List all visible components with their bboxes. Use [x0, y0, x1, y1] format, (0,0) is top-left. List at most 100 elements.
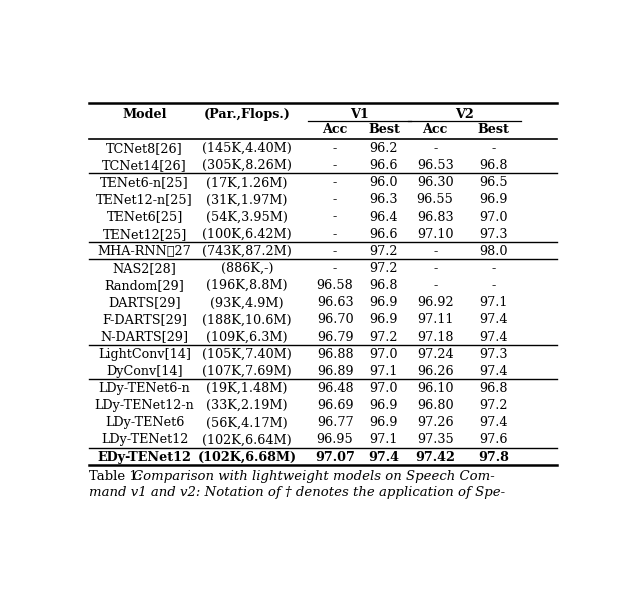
Text: 96.53: 96.53: [417, 159, 454, 172]
Text: 97.2: 97.2: [370, 331, 398, 344]
Text: 97.2: 97.2: [479, 399, 508, 412]
Text: 97.4: 97.4: [479, 416, 508, 429]
Text: 96.5: 96.5: [479, 176, 508, 189]
Text: V1: V1: [350, 108, 369, 121]
Text: LDy-TENet6: LDy-TENet6: [105, 416, 185, 429]
Text: (33K,2.19M): (33K,2.19M): [207, 399, 288, 412]
Text: 96.79: 96.79: [317, 331, 353, 344]
Text: 97.1: 97.1: [370, 433, 398, 447]
Text: -: -: [491, 142, 496, 155]
Text: Acc: Acc: [423, 123, 448, 136]
Text: (19K,1.48M): (19K,1.48M): [207, 382, 288, 395]
Text: 97.4: 97.4: [479, 313, 508, 327]
Text: 97.24: 97.24: [417, 348, 454, 361]
Text: TENet6-n[25]: TENet6-n[25]: [100, 176, 189, 189]
Text: 97.11: 97.11: [417, 313, 454, 327]
Text: (109K,6.3M): (109K,6.3M): [207, 331, 288, 344]
Text: 96.92: 96.92: [417, 296, 454, 309]
Text: 96.70: 96.70: [317, 313, 353, 327]
Text: (102K,6.64M): (102K,6.64M): [202, 433, 292, 447]
Text: 96.9: 96.9: [370, 296, 398, 309]
Text: 97.3: 97.3: [479, 228, 508, 241]
Text: N-DARTS[29]: N-DARTS[29]: [101, 331, 189, 344]
Text: (305K,8.26M): (305K,8.26M): [202, 159, 292, 172]
Text: (100K,6.42M): (100K,6.42M): [202, 228, 292, 241]
Text: -: -: [333, 262, 337, 275]
Text: 97.3: 97.3: [479, 348, 508, 361]
Text: -: -: [433, 262, 437, 275]
Text: 97.6: 97.6: [479, 433, 508, 447]
Text: 96.9: 96.9: [370, 313, 398, 327]
Text: LightConv[14]: LightConv[14]: [98, 348, 191, 361]
Text: (196K,8.8M): (196K,8.8M): [207, 279, 288, 292]
Text: 97.1: 97.1: [479, 296, 508, 309]
Text: -: -: [333, 193, 337, 207]
Text: (145K,4.40M): (145K,4.40M): [202, 142, 292, 155]
Text: 97.18: 97.18: [417, 331, 454, 344]
Text: 96.83: 96.83: [417, 210, 454, 224]
Text: Acc: Acc: [323, 123, 348, 136]
Text: Random[29]: Random[29]: [105, 279, 185, 292]
Text: 96.69: 96.69: [317, 399, 353, 412]
Text: 97.2: 97.2: [370, 262, 398, 275]
Text: 97.26: 97.26: [417, 416, 454, 429]
Text: TENet6[25]: TENet6[25]: [106, 210, 183, 224]
Text: 97.10: 97.10: [417, 228, 454, 241]
Text: 96.3: 96.3: [370, 193, 398, 207]
Text: 97.0: 97.0: [479, 210, 508, 224]
Text: 97.4: 97.4: [479, 365, 508, 378]
Text: 97.8: 97.8: [478, 451, 509, 464]
Text: 97.0: 97.0: [370, 348, 398, 361]
Text: DARTS[29]: DARTS[29]: [108, 296, 181, 309]
Text: 97.1: 97.1: [370, 365, 398, 378]
Text: TENet12[25]: TENet12[25]: [103, 228, 187, 241]
Text: (105K,7.40M): (105K,7.40M): [202, 348, 292, 361]
Text: 97.42: 97.42: [415, 451, 455, 464]
Text: 97.07: 97.07: [315, 451, 355, 464]
Text: (102K,6.68M): (102K,6.68M): [198, 451, 297, 464]
Text: 96.9: 96.9: [479, 193, 508, 207]
Text: 96.48: 96.48: [317, 382, 353, 395]
Text: (54K,3.95M): (54K,3.95M): [206, 210, 288, 224]
Text: 96.9: 96.9: [370, 399, 398, 412]
Text: -: -: [333, 159, 337, 172]
Text: (743K,87.2M): (743K,87.2M): [202, 245, 292, 258]
Text: MHA-RNN✗27: MHA-RNN✗27: [98, 245, 192, 258]
Text: V2: V2: [455, 108, 474, 121]
Text: DyConv[14]: DyConv[14]: [106, 365, 183, 378]
Text: Best: Best: [478, 123, 510, 136]
Text: -: -: [333, 228, 337, 241]
Text: 96.80: 96.80: [417, 399, 454, 412]
Text: 96.6: 96.6: [370, 228, 398, 241]
Text: 96.88: 96.88: [317, 348, 353, 361]
Text: LDy-TENet12-n: LDy-TENet12-n: [94, 399, 195, 412]
Text: 97.4: 97.4: [369, 451, 399, 464]
Text: NAS2[28]: NAS2[28]: [113, 262, 176, 275]
Text: -: -: [333, 142, 337, 155]
Text: 96.30: 96.30: [417, 176, 454, 189]
Text: 97.2: 97.2: [370, 245, 398, 258]
Text: 98.0: 98.0: [479, 245, 508, 258]
Text: (56K,4.17M): (56K,4.17M): [206, 416, 288, 429]
Text: TCNet14[26]: TCNet14[26]: [102, 159, 187, 172]
Text: -: -: [333, 176, 337, 189]
Text: TCNet8[26]: TCNet8[26]: [106, 142, 183, 155]
Text: Model: Model: [122, 108, 167, 121]
Text: 96.89: 96.89: [317, 365, 353, 378]
Text: 96.4: 96.4: [370, 210, 398, 224]
Text: 96.8: 96.8: [370, 279, 398, 292]
Text: 96.95: 96.95: [317, 433, 353, 447]
Text: F-DARTS[29]: F-DARTS[29]: [102, 313, 187, 327]
Text: 96.6: 96.6: [370, 159, 398, 172]
Text: 96.8: 96.8: [479, 159, 508, 172]
Text: (31K,1.97M): (31K,1.97M): [207, 193, 288, 207]
Text: 97.4: 97.4: [479, 331, 508, 344]
Text: 96.9: 96.9: [370, 416, 398, 429]
Text: 96.63: 96.63: [317, 296, 353, 309]
Text: (Par.,Flops.): (Par.,Flops.): [203, 108, 290, 121]
Text: Best: Best: [368, 123, 400, 136]
Text: (188K,10.6M): (188K,10.6M): [202, 313, 292, 327]
Text: 96.55: 96.55: [416, 193, 454, 207]
Text: 96.58: 96.58: [317, 279, 353, 292]
Text: 96.10: 96.10: [417, 382, 454, 395]
